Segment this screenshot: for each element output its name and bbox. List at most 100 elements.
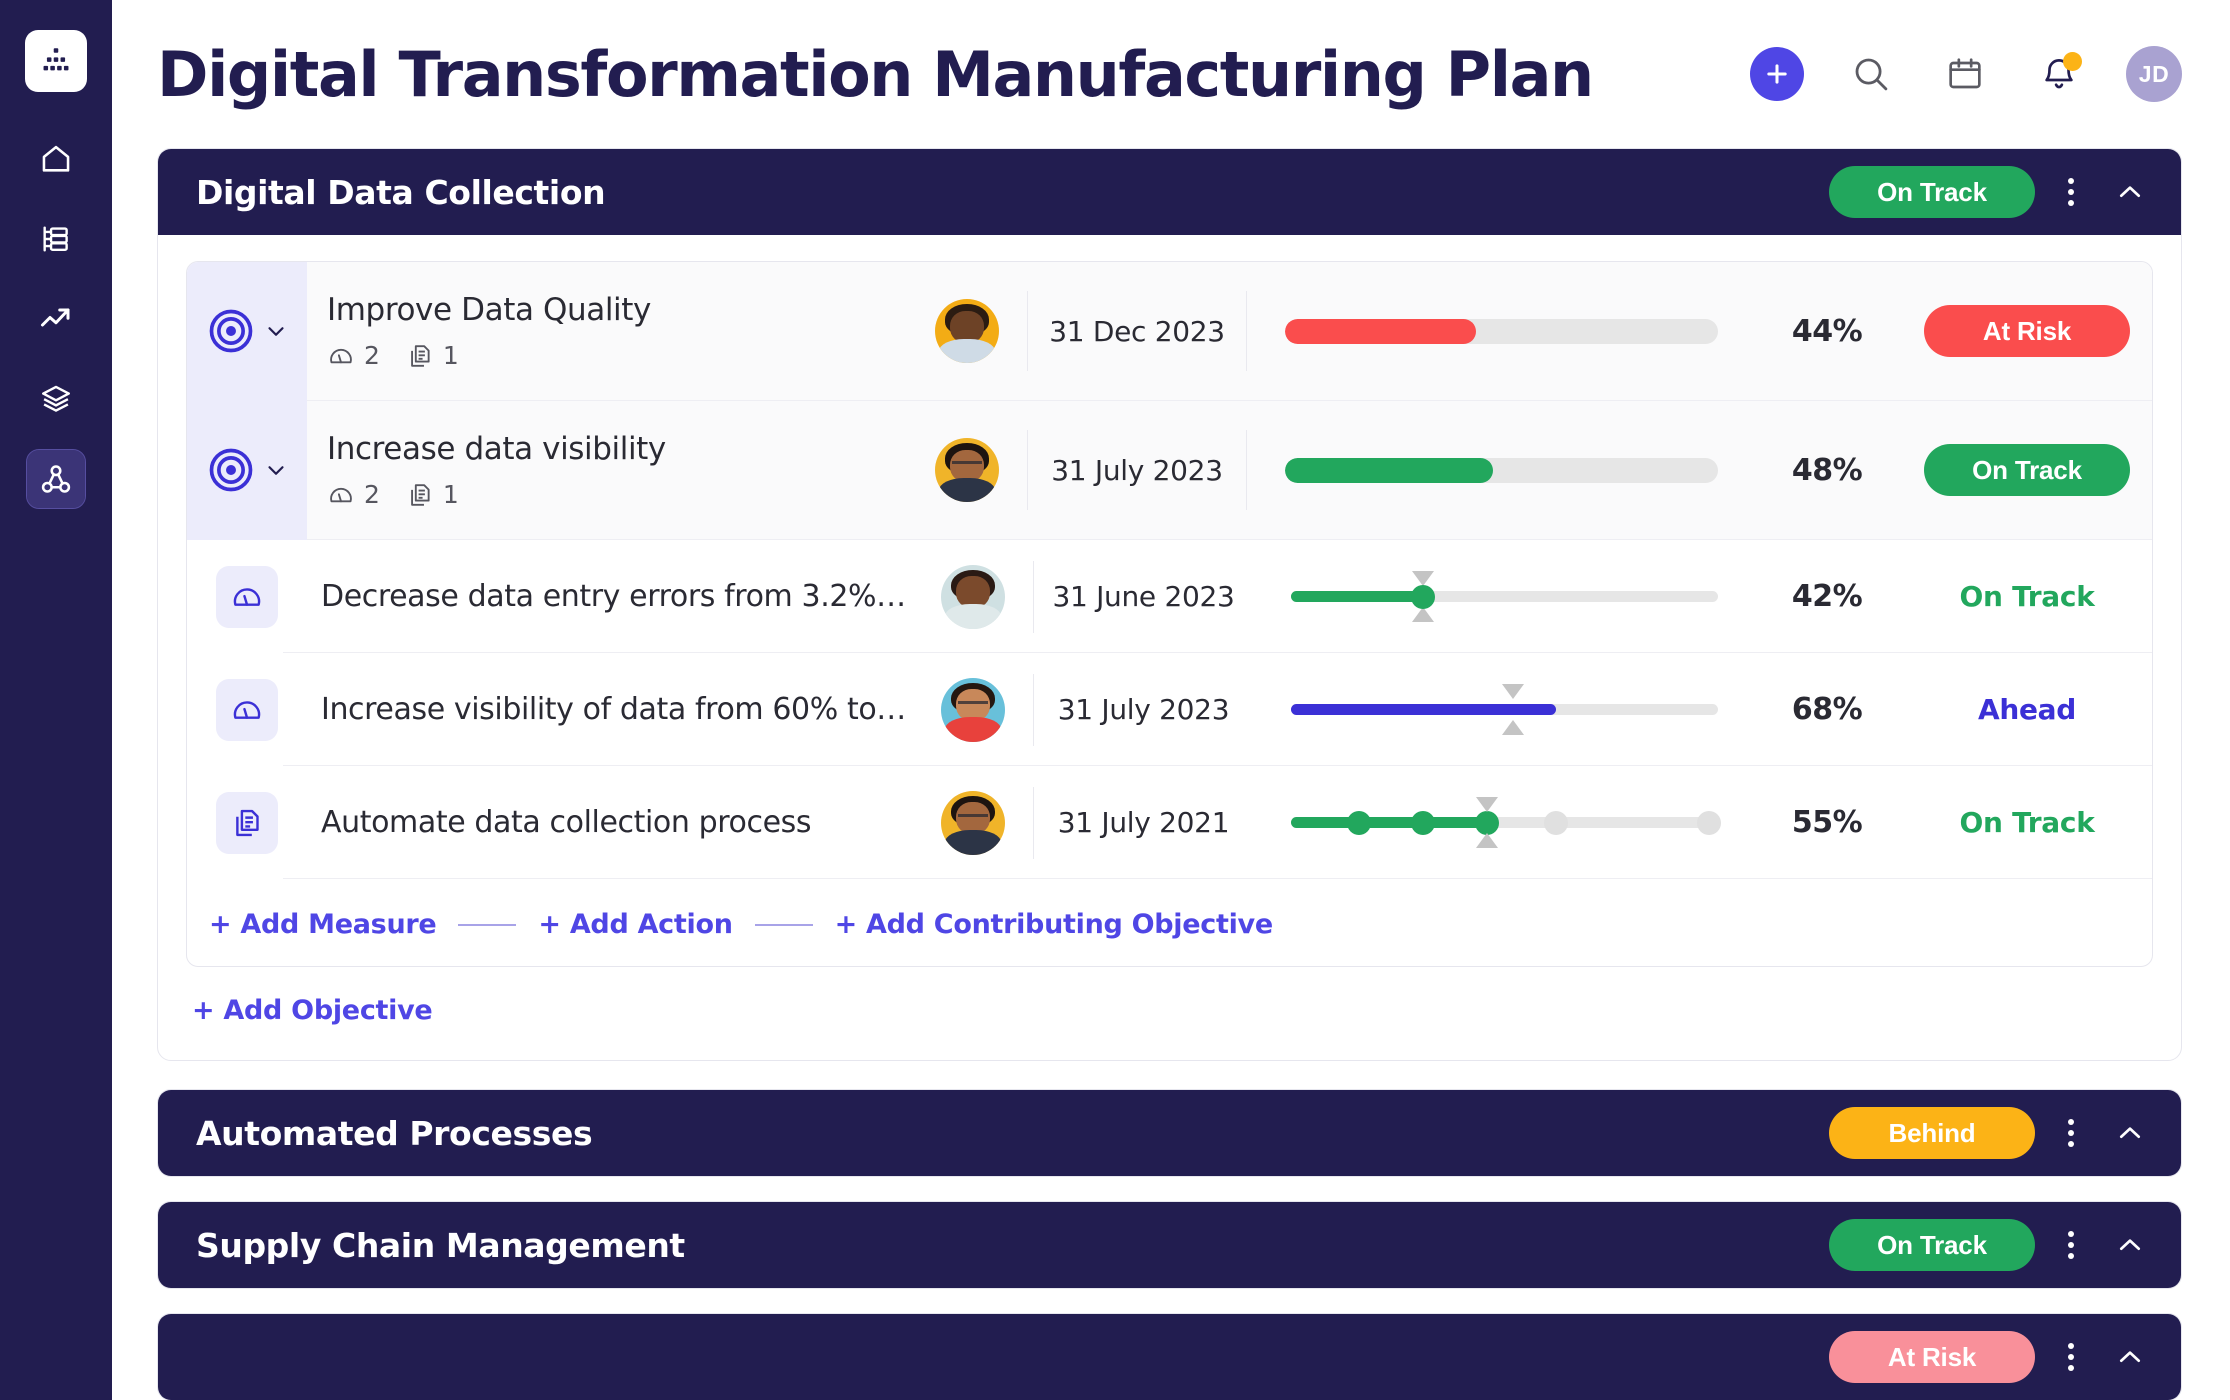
chevron-up-icon: [2119, 1239, 2141, 1251]
measure-icon-chip[interactable]: [216, 678, 278, 741]
objective-icon-chip[interactable]: [187, 262, 307, 401]
slider-fill: [1291, 591, 1424, 602]
objective-owner[interactable]: [907, 438, 1027, 502]
target-icon: [209, 309, 253, 353]
goal-header[interactable]: At Risk: [158, 1314, 2181, 1400]
plus-icon: [1767, 64, 1787, 84]
goal-collapse-button[interactable]: [2107, 1331, 2153, 1383]
measure-row[interactable]: Decrease data entry errors from 3.2% to…: [187, 540, 2152, 653]
action-owner[interactable]: [913, 790, 1033, 855]
chevron-down-icon[interactable]: [263, 318, 289, 344]
measure-owner[interactable]: [913, 677, 1033, 742]
milestone-dot[interactable]: [1543, 810, 1568, 835]
measure-icon-chip[interactable]: [216, 565, 278, 628]
sidebar-item-home[interactable]: [27, 130, 85, 188]
goal-menu-button[interactable]: [2053, 1219, 2089, 1271]
goal-header[interactable]: Automated Processes Behind: [158, 1090, 2181, 1176]
goal-card-partial: At Risk: [157, 1313, 2182, 1400]
action-count-value: 1: [442, 341, 459, 370]
goal-header[interactable]: Digital Data Collection On Track: [158, 149, 2181, 235]
measure-name: Decrease data entry errors from 3.2% to…: [321, 579, 913, 614]
page-title: Digital Transformation Manufacturing Pla…: [157, 37, 1594, 111]
target-marker-up: [1412, 571, 1435, 586]
search-button[interactable]: [1844, 47, 1898, 101]
sidebar-item-plans[interactable]: [27, 210, 85, 268]
objective-icon-chip[interactable]: [187, 400, 307, 540]
measure-name: Increase visibility of data from 60% to…: [321, 692, 906, 727]
add-measure-link[interactable]: + Add Measure: [209, 909, 437, 940]
objective-due-date: 31 July 2023: [1027, 430, 1247, 510]
action-icon-chip[interactable]: [216, 791, 278, 854]
goal-menu-button[interactable]: [2053, 1107, 2089, 1159]
goal-collapse-button[interactable]: [2107, 166, 2153, 218]
app-logo[interactable]: [25, 30, 87, 92]
progress-fill: [1285, 457, 1493, 483]
objective-row[interactable]: Improve Data Quality 2: [187, 262, 2152, 401]
measure-owner[interactable]: [913, 564, 1033, 629]
slider-track: [1291, 571, 1718, 622]
chevron-down-icon[interactable]: [263, 457, 289, 483]
goal-card-supply-chain-management: Supply Chain Management On Track: [157, 1201, 2182, 1289]
goal-card-automated-processes: Automated Processes Behind: [157, 1089, 2182, 1177]
link-divider: [458, 923, 517, 926]
milestone-dot[interactable]: [1347, 810, 1372, 835]
measure-progress[interactable]: [1253, 684, 1752, 735]
add-objective-link[interactable]: + Add Objective: [192, 995, 433, 1026]
target-marker-down: [1476, 833, 1499, 848]
milestone-dot[interactable]: [1697, 810, 1722, 835]
trending-up-icon: [41, 308, 70, 327]
bell-icon: [2045, 59, 2073, 89]
layers-icon: [42, 385, 70, 412]
avatar: [935, 438, 999, 502]
goal-status-badge[interactable]: On Track: [1829, 1219, 2035, 1271]
target-marker-up: [1502, 684, 1525, 699]
calendar-button[interactable]: [1938, 47, 1992, 101]
add-action-link[interactable]: + Add Action: [538, 909, 733, 940]
sidebar-item-strategy[interactable]: [26, 449, 86, 509]
gauge-icon: [233, 700, 261, 719]
sidebar-item-layers[interactable]: [27, 370, 85, 428]
chevron-up-icon: [2119, 186, 2141, 198]
goal-title: Automated Processes: [196, 1113, 593, 1153]
goal-header[interactable]: Supply Chain Management On Track: [158, 1202, 2181, 1288]
objective-name: Improve Data Quality: [327, 292, 651, 328]
notifications-button[interactable]: [2032, 47, 2086, 101]
action-progress[interactable]: [1253, 797, 1752, 848]
progress-fill: [1285, 318, 1476, 344]
status-badge[interactable]: On Track: [1924, 444, 2130, 496]
objective-row[interactable]: Increase data visibility 2: [187, 400, 2152, 540]
add-button[interactable]: [1750, 47, 1804, 101]
measure-count: 2: [327, 480, 380, 509]
sidebar-item-reports[interactable]: [27, 290, 85, 348]
objective-progress-label: 44%: [1791, 313, 1863, 349]
list-tree-icon: [43, 226, 68, 252]
measure-row[interactable]: Increase visibility of data from 60% to…: [187, 653, 2152, 766]
goal-collapse-button[interactable]: [2107, 1219, 2153, 1271]
action-due-date: 31 July 2021: [1033, 786, 1253, 859]
measure-progress[interactable]: [1253, 571, 1752, 622]
add-contributing-objective-link[interactable]: + Add Contributing Objective: [834, 909, 1274, 940]
action-count: 1: [406, 341, 459, 370]
target-marker-up: [1476, 797, 1499, 812]
goal-status-badge[interactable]: On Track: [1829, 166, 2035, 218]
slider-handle[interactable]: [1411, 584, 1436, 609]
chevron-up-icon: [2119, 1127, 2141, 1139]
action-status: On Track: [1959, 806, 2095, 839]
slider-fill: [1291, 704, 1556, 715]
status-badge[interactable]: At Risk: [1924, 305, 2130, 357]
action-count-value: 1: [442, 480, 459, 509]
action-row[interactable]: Automate data collection process: [187, 766, 2152, 879]
progress-track: [1285, 318, 1718, 344]
measure-count-value: 2: [364, 341, 380, 370]
goal-menu-button[interactable]: [2053, 1331, 2089, 1383]
milestone-dot[interactable]: [1475, 810, 1500, 835]
home-icon: [42, 145, 70, 172]
goal-status-badge[interactable]: Behind: [1829, 1107, 2035, 1159]
user-avatar[interactable]: JD: [2126, 46, 2182, 102]
milestone-dot[interactable]: [1411, 810, 1436, 835]
goal-status-badge[interactable]: At Risk: [1829, 1331, 2035, 1383]
objective-owner[interactable]: [907, 299, 1027, 363]
topbar-actions: JD: [1750, 46, 2182, 102]
goal-menu-button[interactable]: [2053, 166, 2089, 218]
goal-collapse-button[interactable]: [2107, 1107, 2153, 1159]
